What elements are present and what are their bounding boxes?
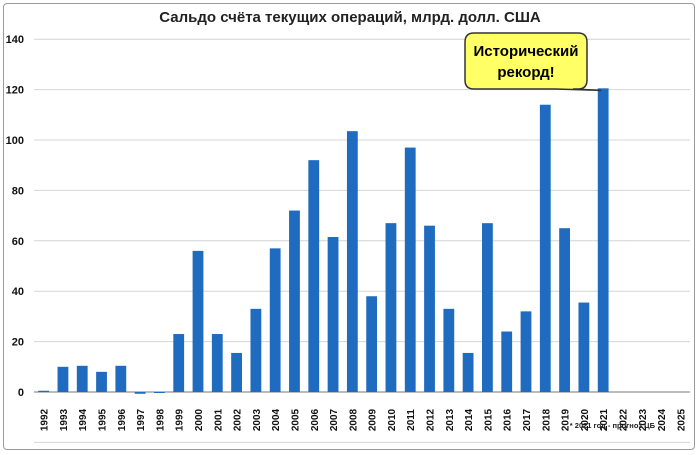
bar-1992 [38,390,50,392]
bar-2012 [424,225,435,392]
record-callout: Исторический рекорд! [464,32,602,92]
bars [38,88,609,394]
bar-1994 [76,365,88,392]
bar-2021 [597,88,609,392]
x-axis-ticks: 1992 1993 1994 1995 1996 1997 1998 1999 2000 2001… [40,408,688,431]
x-tick-label: 1995 [98,408,109,431]
bar-1993 [57,366,69,392]
x-tick-label: 2013 [445,408,456,431]
y-tick-label: 100 [6,135,24,147]
x-tick-label: 2024 [657,408,668,431]
x-tick-label: 1996 [117,408,128,431]
bar-2007 [327,237,339,392]
bar-2009 [366,296,378,392]
bar-2005 [289,210,300,392]
y-tick-label: 140 [6,34,24,46]
bar-1995 [96,371,107,392]
bar-2017 [520,311,532,392]
grid-lines [34,38,690,443]
x-tick-label: 2021 [599,408,610,431]
bar-2020 [578,302,590,392]
bar-2000 [192,250,204,392]
x-tick-label: 2009 [368,408,379,431]
y-tick-label: 80 [12,185,24,197]
bar-1996 [115,365,127,392]
bar-2013 [443,308,455,392]
x-tick-label: 2007 [329,408,340,431]
x-tick-label: 2000 [194,408,205,431]
x-tick-label: 2016 [503,408,514,431]
x-tick-label: 2005 [290,408,301,431]
x-tick-label: 2014 [464,408,475,431]
y-tick-label: 120 [6,85,24,97]
callout-line-1: Исторический [474,43,579,60]
x-tick-label: 2020 [580,408,591,431]
callout-line-2: рекорд! [497,64,554,81]
x-tick-label: 1994 [78,408,89,431]
y-tick-label: 0 [18,387,24,399]
bar-2001 [211,334,223,392]
x-tick-label: 2003 [252,408,263,431]
bar-2016 [501,331,513,392]
x-tick-label: 2011 [406,409,417,431]
bar-1998 [154,392,165,393]
bar-2002 [231,352,242,392]
bar-2010 [385,223,397,392]
x-tick-label: 2023 [638,408,649,431]
x-tick-label: 1992 [40,408,51,431]
x-tick-label: 2025 [676,408,687,431]
bar-2019 [559,228,570,392]
bar-2011 [404,147,416,392]
x-tick-label: 1997 [136,408,147,431]
x-tick-label: 2010 [387,408,398,431]
callout-bubble [464,32,602,92]
x-tick-label: 2004 [271,408,282,431]
x-tick-label: 2017 [522,408,533,431]
x-tick-label: 2008 [348,408,359,431]
y-tick-label: 20 [12,337,24,349]
x-tick-label: 2019 [561,408,572,431]
bar-2015 [482,223,493,392]
x-tick-label: 1993 [59,408,70,431]
x-tick-label: 2006 [310,408,321,431]
bar-2004 [269,248,281,392]
bar-2006 [308,160,320,392]
bar-1997 [134,392,146,394]
x-tick-label: 2018 [541,408,552,431]
bar-2008 [346,131,358,392]
x-tick-label: 2022 [618,408,629,431]
y-axis-ticks: 0 20 40 60 80 100 120 140 [6,34,24,399]
bar-2003 [250,308,262,392]
x-tick-label: 1999 [175,408,186,431]
y-tick-label: 60 [12,236,24,248]
bar-1999 [173,334,185,392]
bar-2014 [462,352,474,392]
x-tick-label: 2002 [233,408,244,431]
x-tick-label: 1998 [155,408,166,431]
chart-title: Сальдо счёта текущих операций, млрд. дол… [159,9,541,26]
x-tick-label: 2012 [426,408,437,431]
x-tick-label: 2015 [483,408,494,431]
x-tick-label: 2001 [213,408,224,431]
bar-2018 [539,104,551,392]
y-tick-label: 40 [12,286,24,298]
forecast-note: * 2021 год - прогноз ЦБ [570,421,656,430]
